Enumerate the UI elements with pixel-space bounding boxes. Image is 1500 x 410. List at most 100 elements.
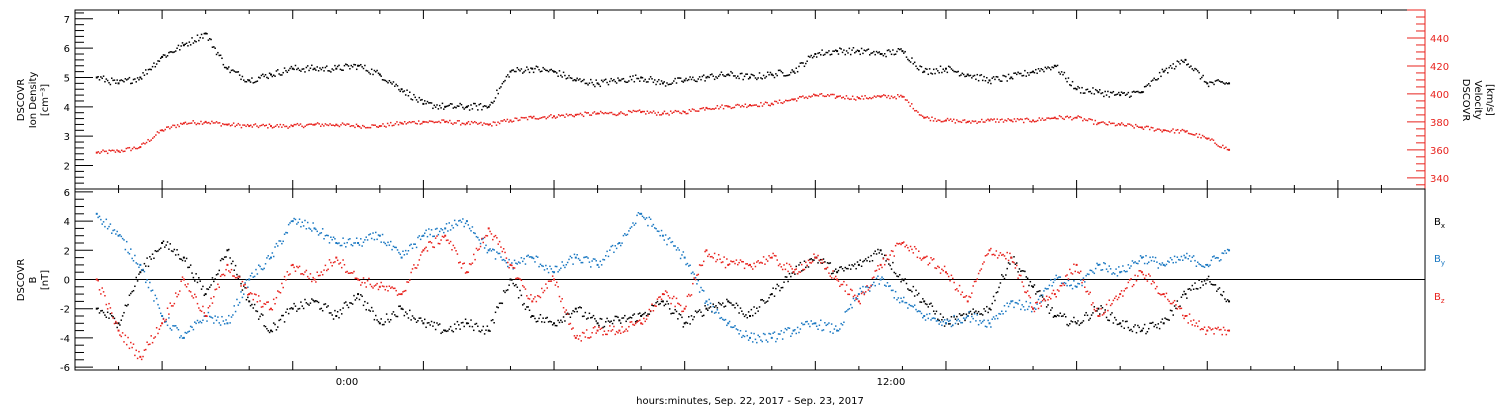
bx-dot (851, 264, 853, 266)
by-dot (658, 230, 660, 233)
velocity-dot (450, 122, 453, 124)
velocity-dot (327, 124, 330, 127)
by-dot (458, 220, 460, 222)
bx-dot (1138, 326, 1140, 329)
density-dot (191, 37, 193, 39)
density-dot (877, 52, 879, 54)
density-dot (1039, 70, 1041, 72)
by-dot (619, 244, 622, 247)
density-dot (803, 65, 806, 68)
density-dot (760, 77, 762, 79)
bz-dot (1226, 329, 1229, 332)
bz-dot (584, 336, 587, 338)
by-dot (360, 238, 362, 240)
by-dot (565, 263, 568, 266)
by-dot (594, 258, 596, 260)
bz-dot (185, 286, 188, 288)
velocity-dot (138, 147, 140, 149)
velocity-dot (1019, 118, 1022, 120)
bz-dot (1007, 259, 1010, 262)
density-dot (751, 74, 754, 76)
bz-dot (164, 320, 166, 322)
bz-dot (1112, 299, 1115, 302)
by-dot (990, 326, 992, 328)
legend-bz-sub: z (1441, 297, 1445, 305)
bx-dot (179, 258, 181, 260)
bz-point (727, 263, 730, 266)
bz-dot (761, 262, 763, 264)
velocity-dot (991, 119, 994, 121)
density-dot (724, 75, 727, 78)
density-dot (873, 50, 875, 53)
bz-dot (267, 301, 269, 303)
bz-dot (1199, 328, 1202, 331)
bx-dot (883, 254, 886, 257)
by-dot (153, 300, 155, 302)
velocity-dot (1169, 131, 1171, 133)
bx-dot (821, 262, 823, 264)
density-dot (810, 54, 812, 57)
bx-dot (1201, 280, 1203, 283)
bx-dot (285, 311, 287, 314)
bz-dot (651, 303, 653, 305)
density-dot (743, 75, 746, 78)
bz-dot (1217, 326, 1219, 329)
velocity-dot (469, 123, 471, 126)
by-dot (677, 247, 679, 249)
density-point (792, 70, 795, 73)
by-dot (834, 325, 837, 327)
bx-dot (164, 246, 166, 248)
velocity-dot (333, 124, 336, 127)
bx-dot (1028, 284, 1030, 287)
bz-dot (249, 292, 252, 294)
bx-dot (1073, 316, 1075, 319)
by-dot (165, 320, 167, 323)
by-dot (1209, 264, 1211, 266)
by-dot (1175, 261, 1177, 264)
bz-dot (1218, 329, 1221, 331)
by-dot (628, 230, 630, 232)
bz-dot (165, 318, 167, 321)
bz-dot (979, 269, 981, 272)
velocity-dot (442, 119, 445, 121)
density-dot (973, 74, 976, 77)
density-dot (796, 70, 799, 73)
bx-dot (289, 307, 291, 310)
density-dot (366, 70, 369, 72)
velocity-dot (1197, 136, 1199, 139)
velocity-dot (559, 115, 562, 117)
velocity-dot (984, 121, 986, 123)
bz-dot (1156, 285, 1158, 288)
density-dot (301, 68, 304, 70)
density-dot (557, 75, 559, 78)
density-dot (674, 77, 676, 80)
by-dot (305, 228, 308, 230)
by-dot (1007, 305, 1010, 308)
velocity-dot (769, 104, 771, 107)
density-dot (153, 62, 155, 64)
density-dot (573, 78, 576, 81)
bx-dot (296, 310, 298, 312)
bz-dot (1022, 285, 1025, 288)
bz-dot (813, 253, 815, 255)
density-dot (240, 78, 242, 81)
velocity-dot (585, 112, 588, 114)
velocity-dot (1139, 126, 1142, 129)
bx-dot (504, 291, 506, 294)
bx-dot (494, 311, 497, 314)
bz-dot (573, 335, 576, 337)
bz-dot (210, 297, 212, 300)
bz-dot (1041, 299, 1044, 302)
by-dot (554, 265, 557, 268)
density-dot (1139, 91, 1142, 94)
by-dot (964, 318, 966, 320)
by-dot (709, 302, 712, 305)
density-dot (848, 47, 851, 50)
density-dot (338, 64, 340, 67)
velocity-dot (725, 105, 728, 107)
bz-dot (633, 324, 636, 326)
by-dot (475, 235, 478, 238)
bz-dot (308, 277, 310, 280)
density-dot (278, 73, 280, 75)
density-dot (443, 108, 445, 110)
